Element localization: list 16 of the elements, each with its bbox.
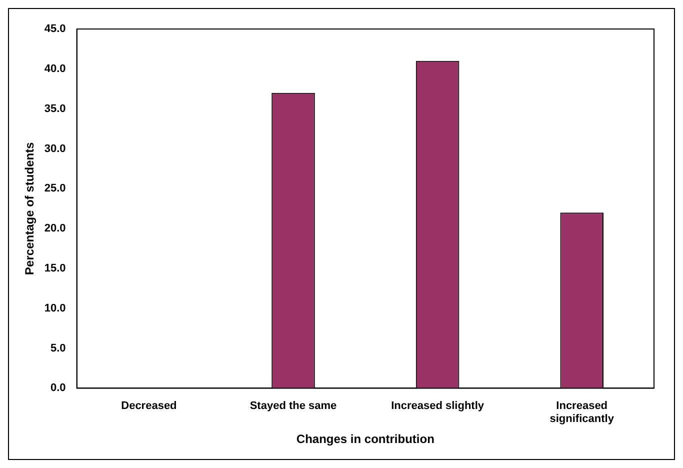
y-tick-label: 35.0 [44, 102, 66, 115]
x-axis-title: Changes in contribution [296, 432, 434, 446]
y-axis-title: Percentage of students [22, 142, 37, 275]
y-tick-label: 15.0 [44, 262, 66, 274]
y-tick-label: 20.0 [44, 222, 66, 235]
y-tick-label: 30.0 [44, 142, 66, 155]
y-tick-label: 0.0 [50, 382, 66, 394]
y-tick-label: 5.0 [50, 342, 66, 354]
y-tick-label: 45.0 [44, 23, 66, 36]
x-tick-label: Decreased [121, 400, 177, 412]
y-tick-label: 25.0 [44, 182, 66, 195]
x-tick-label: Increased significantly [550, 400, 615, 426]
x-tick-label: Stayed the same [250, 400, 337, 412]
y-tick-label: 40.0 [44, 62, 66, 75]
x-tick-label: Increased slightly [391, 400, 485, 412]
y-tick-label: 10.0 [44, 302, 66, 314]
